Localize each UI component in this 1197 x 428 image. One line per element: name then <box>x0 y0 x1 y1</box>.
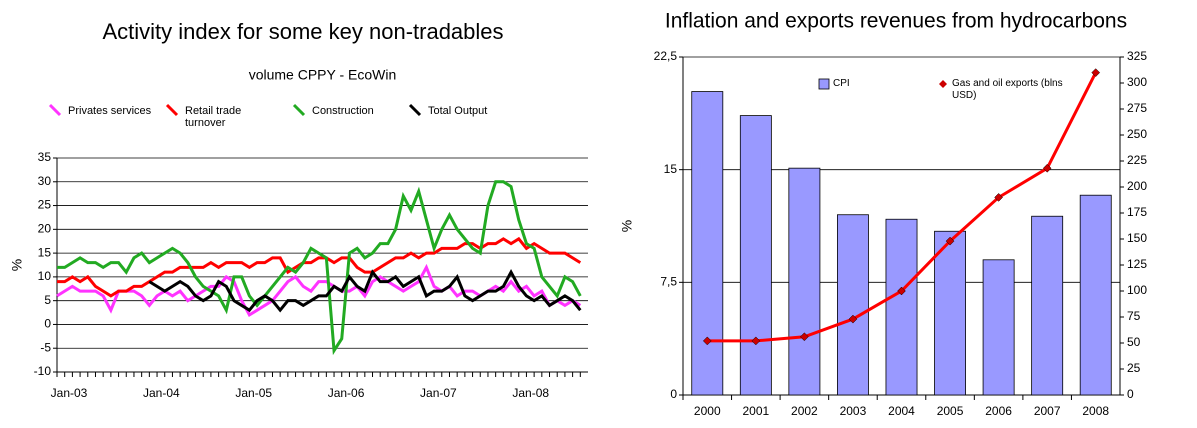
bar <box>885 218 918 396</box>
x-tick-label: 2004 <box>888 404 915 418</box>
bar <box>1031 215 1064 396</box>
line-marker <box>800 332 809 342</box>
y-tick-label: -5 <box>40 340 51 354</box>
legend-label: Total Output <box>428 105 488 117</box>
bar <box>691 91 724 396</box>
line-marker <box>1042 163 1052 173</box>
chart-title: Inflation and exports revenues from hydr… <box>665 10 1127 33</box>
series-line <box>56 263 582 318</box>
x-tick-label: 2003 <box>840 404 867 418</box>
line-marker <box>994 193 1003 202</box>
y-tick-label: 0 <box>670 387 677 401</box>
y-tick-label: -10 <box>34 364 52 378</box>
y-axis-label: % <box>9 259 25 271</box>
y2-tick-label: 75 <box>1127 309 1141 323</box>
line-marker <box>897 286 906 296</box>
legend-label: CPI <box>833 78 850 89</box>
y-tick-label: 5 <box>44 293 51 307</box>
y-tick-label: 15 <box>664 162 678 176</box>
series-line <box>57 236 582 298</box>
legend-swatch <box>165 103 179 117</box>
line-marker <box>1091 68 1101 77</box>
line-marker <box>848 314 858 324</box>
x-tick-label: 2008 <box>1082 404 1109 418</box>
y-tick-label: 15 <box>38 245 52 259</box>
series-line <box>57 180 582 356</box>
bar <box>739 115 772 396</box>
x-tick-label: 2002 <box>791 404 818 418</box>
legend-label: Construction <box>312 105 374 117</box>
y-tick-label: 0 <box>44 317 51 331</box>
y2-tick-label: 225 <box>1127 153 1147 167</box>
y-tick-label: 30 <box>38 174 52 188</box>
y-axis-label: % <box>619 220 635 232</box>
x-tick-label: Jan-06 <box>328 386 365 400</box>
chart-title: Activity index for some key non-tradable… <box>102 19 503 44</box>
y2-tick-label: 150 <box>1127 231 1147 245</box>
line-marker <box>702 336 712 346</box>
y2-tick-label: 200 <box>1127 179 1147 193</box>
legend-swatch <box>408 103 422 117</box>
y2-tick-label: 50 <box>1127 335 1141 349</box>
line-marker <box>945 236 955 246</box>
bar <box>982 259 1015 396</box>
legend-label: Gas and oil exports (blns USD) <box>952 78 1063 101</box>
y2-tick-label: 325 <box>1127 49 1147 63</box>
x-tick-label: 2001 <box>742 404 769 418</box>
bar <box>788 167 821 396</box>
y-tick-label: 7,5 <box>660 275 677 289</box>
legend-swatch <box>292 103 306 117</box>
y-tick-label: 35 <box>38 150 52 164</box>
legend-swatch <box>939 80 947 88</box>
y-tick-label: 22,5 <box>654 49 678 63</box>
y2-tick-label: 100 <box>1127 283 1147 297</box>
y2-tick-label: 250 <box>1127 127 1147 141</box>
y2-tick-label: 275 <box>1127 101 1147 115</box>
x-tick-label: Jan-07 <box>420 386 457 400</box>
x-tick-label: 2005 <box>937 404 964 418</box>
x-tick-label: Jan-04 <box>143 386 180 400</box>
y2-tick-label: 175 <box>1127 205 1147 219</box>
bar <box>1079 194 1112 396</box>
x-tick-label: 2006 <box>985 404 1012 418</box>
x-tick-label: Jan-05 <box>235 386 272 400</box>
x-tick-label: Jan-03 <box>51 386 88 400</box>
line-marker <box>751 336 761 346</box>
x-tick-label: Jan-08 <box>512 386 549 400</box>
legend-swatch <box>48 103 62 117</box>
y2-tick-label: 0 <box>1127 387 1134 401</box>
y2-tick-label: 300 <box>1127 75 1147 89</box>
y-tick-label: 20 <box>38 222 52 236</box>
legend-swatch <box>818 78 830 90</box>
chart-subtitle: volume CPPY - EcoWin <box>249 67 397 83</box>
legend-label: Retail trade turnover <box>185 105 242 129</box>
bar <box>837 214 869 396</box>
x-tick-label: 2000 <box>694 404 721 418</box>
series-line <box>148 268 582 313</box>
y-tick-label: 10 <box>38 269 52 283</box>
y2-tick-label: 25 <box>1127 361 1141 375</box>
x-tick-label: 2007 <box>1034 404 1061 418</box>
y2-tick-label: 125 <box>1127 257 1147 271</box>
legend-label: Privates services <box>68 105 152 117</box>
bar <box>934 230 966 396</box>
y-tick-label: 25 <box>38 198 52 212</box>
